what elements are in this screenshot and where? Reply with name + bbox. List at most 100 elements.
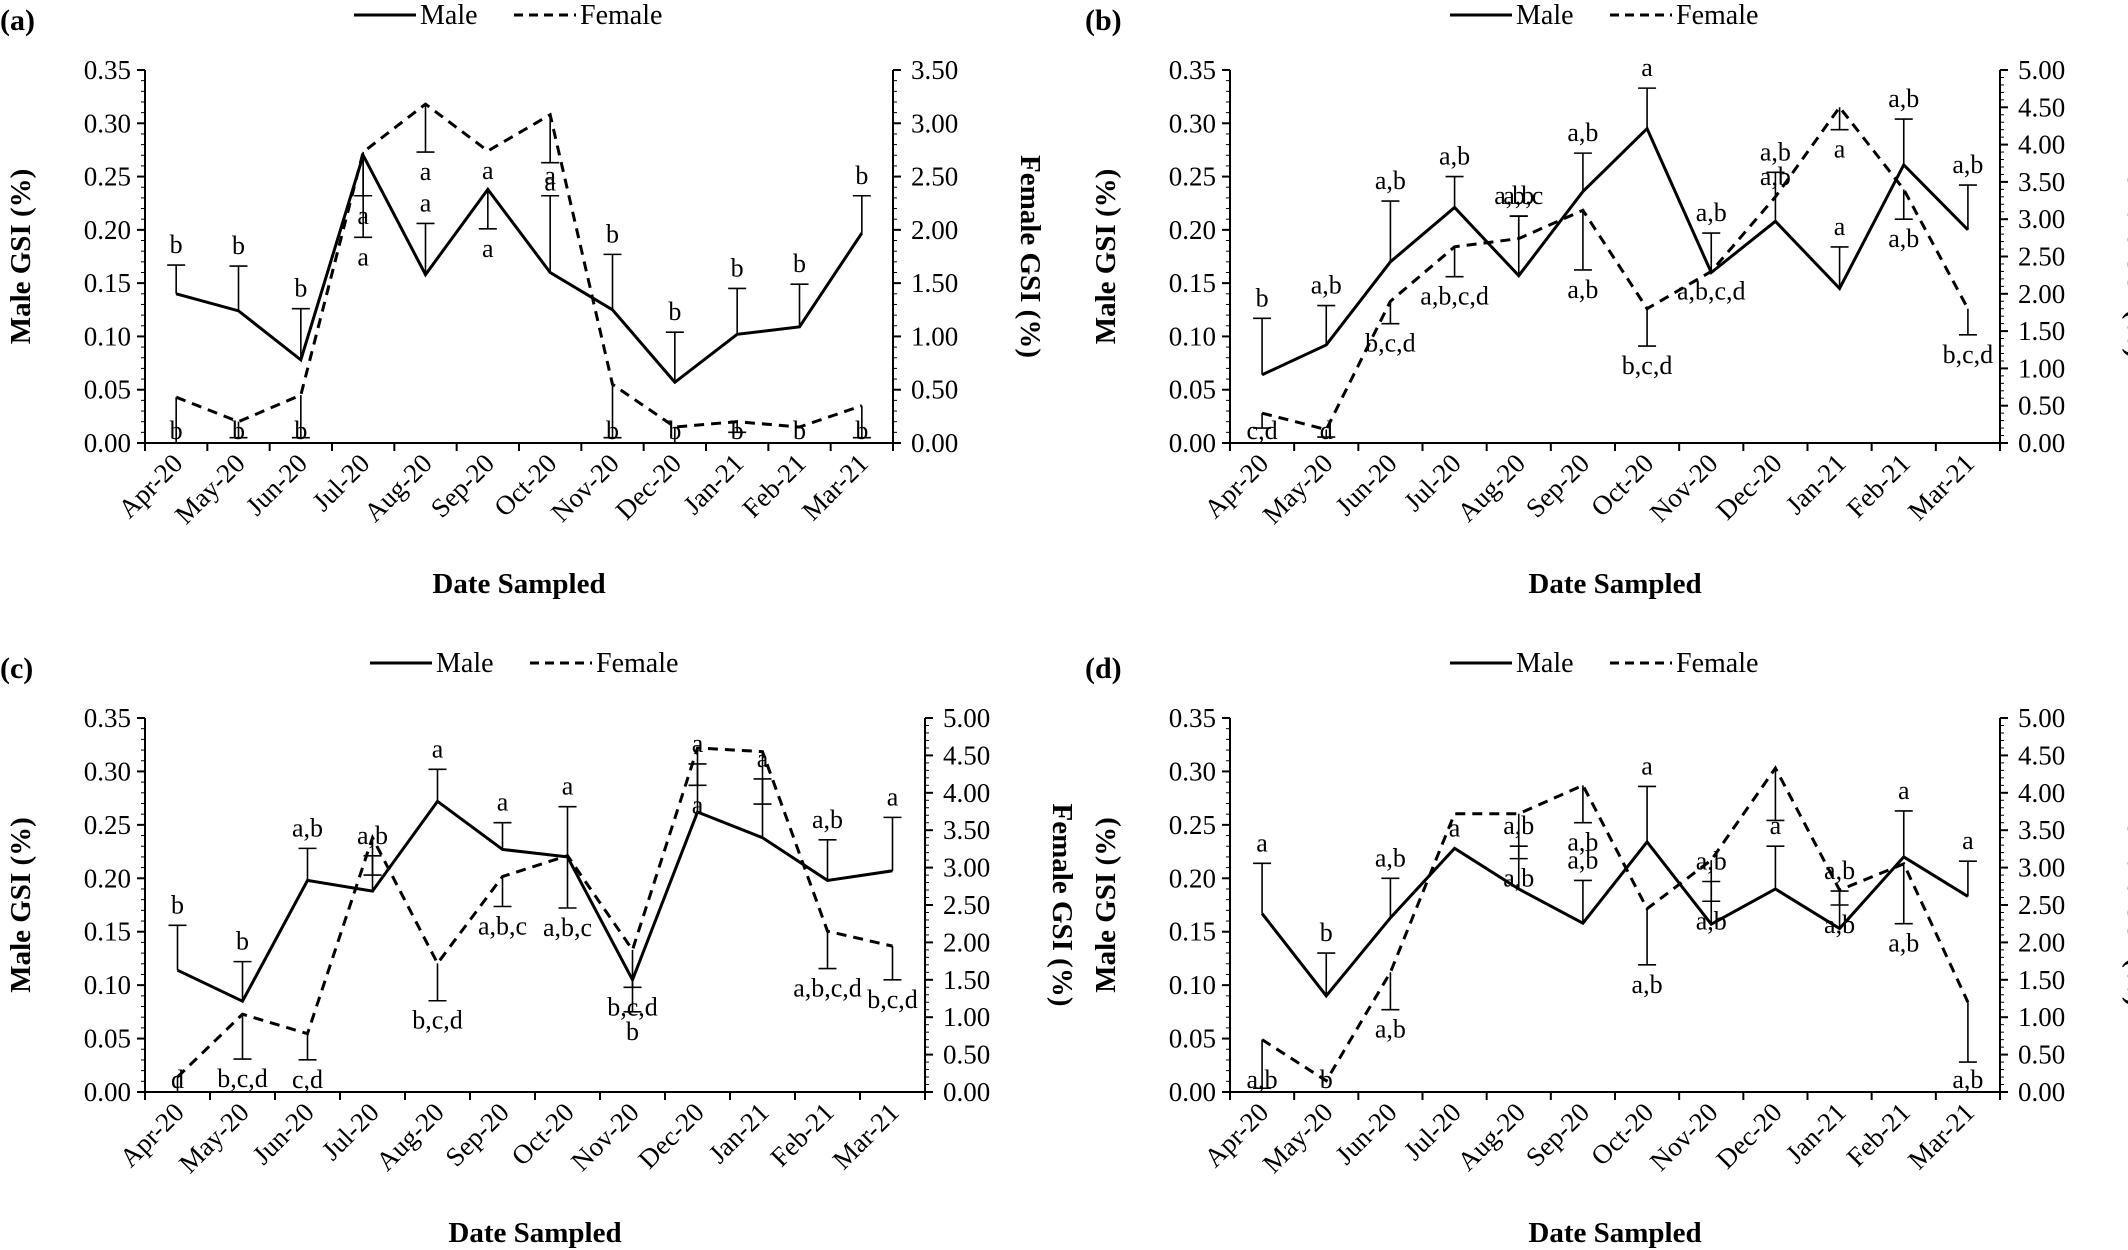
panel-label: (c) (0, 652, 33, 685)
significance-label: b (626, 1017, 639, 1046)
x-tick-label: Jan-21 (703, 1097, 775, 1169)
significance-label: a (544, 161, 556, 190)
y-tick-label-left: 0.05 (84, 1024, 131, 1054)
significance-label: b (668, 297, 681, 326)
significance-label: b,c,d (1365, 329, 1416, 358)
x-tick-label: Sep-20 (439, 1097, 514, 1172)
significance-label: a (1449, 813, 1461, 842)
significance-label: a (887, 782, 899, 811)
y-tick-label-left: 0.35 (84, 55, 131, 85)
significance-label: a (1770, 811, 1782, 840)
series-line-female (175, 102, 863, 429)
significance-label: a,b (1760, 137, 1791, 166)
x-tick-label: Mar-21 (827, 1097, 905, 1175)
significance-label: a,b (1375, 166, 1406, 195)
significance-label: b (606, 219, 619, 248)
y-tick-label-right: 0.00 (2018, 428, 2065, 458)
significance-label: a,b (1696, 198, 1727, 227)
y-tick-label-right: 0.00 (2018, 1077, 2065, 1107)
y-tick-label-right: 0.50 (2018, 1040, 2065, 1070)
y-axis-title-left: Male GSI (%) (5, 817, 37, 993)
significance-label: c,d (1247, 416, 1278, 445)
x-tick-label: Jan-21 (1780, 1097, 1852, 1169)
y-tick-label-left: 0.10 (1169, 970, 1216, 1000)
significance-label: a,b (292, 813, 323, 842)
significance-label: b (793, 416, 806, 445)
y-tick-label-right: 1.00 (943, 1002, 990, 1032)
significance-label: b (294, 416, 307, 445)
y-tick-label-right: 0.50 (911, 375, 958, 405)
significance-label: b (171, 890, 184, 919)
y-tick-label-right: 3.00 (2018, 204, 2065, 234)
significance-label: b (232, 416, 245, 445)
series-line-female (1261, 104, 1970, 432)
x-tick-label: Mar-21 (1902, 448, 1980, 526)
x-tick-label: Nov-20 (1644, 448, 1724, 528)
y-tick-label-left: 0.15 (84, 268, 131, 298)
series-line-male (1261, 126, 1969, 377)
y-axis-title-left: Male GSI (%) (1090, 817, 1122, 993)
significance-label: a,b (1952, 1065, 1983, 1094)
series-line-male (175, 151, 864, 385)
x-tick-label: Jan-21 (677, 448, 749, 520)
y-axis-title-left: Male GSI (%) (1090, 169, 1122, 345)
chart-panel-a: (a) 0.00 0.05 0.10 0.15 0.20 0.25 0.30 0.35 0.00 0… (0, 0, 1046, 600)
panel-label: (d) (1085, 652, 1122, 685)
y-axis-title-right: Female GSI (%) (2121, 155, 2128, 358)
significance-label: a (482, 234, 494, 263)
legend-label-female: Female (580, 0, 662, 31)
significance-label: a,b (1375, 843, 1406, 872)
y-tick-label-right: 2.00 (2018, 927, 2065, 957)
significance-label: b (731, 416, 744, 445)
x-tick-label: Dec-20 (1710, 1097, 1787, 1174)
y-tick-label-right: 5.00 (2018, 703, 2065, 733)
significance-label: a (497, 788, 509, 817)
significance-label: a,b (812, 805, 843, 834)
significance-label: b,c,d (607, 992, 658, 1021)
y-tick-label-right: 2.50 (2018, 242, 2065, 272)
significance-label: b (855, 161, 868, 190)
significance-label: a (544, 168, 556, 197)
y-tick-label-left: 0.20 (1169, 215, 1216, 245)
significance-label: a (1834, 135, 1846, 164)
y-tick-label-right: 2.00 (2018, 279, 2065, 309)
y-tick-label-left: 0.25 (1169, 162, 1216, 192)
y-tick-label-left: 0.05 (84, 375, 131, 405)
y-tick-label-right: 3.50 (911, 55, 958, 85)
panel-label: (a) (0, 4, 35, 37)
significance-label: b (1320, 918, 1333, 947)
x-tick-label: Mar-21 (796, 448, 874, 526)
x-tick-label: Jun-20 (247, 1097, 320, 1170)
x-tick-label: Aug-20 (358, 448, 438, 528)
x-axis-title: Date Sampled (432, 568, 605, 600)
significance-label: a,b (1503, 864, 1534, 893)
significance-label: a (1256, 828, 1268, 857)
y-tick-label-right: 0.50 (943, 1040, 990, 1070)
significance-label: b,c,d (1622, 351, 1673, 380)
y-tick-label-right: 4.00 (2018, 778, 2065, 808)
significance-label: b,c,d (1943, 340, 1994, 369)
y-axis-title-left: Male GSI (%) (5, 169, 37, 345)
legend-label-male: Male (1516, 0, 1574, 31)
y-axis-title-right: Female GSI (%) (1046, 804, 1078, 1007)
y-tick-label-left: 0.35 (1169, 55, 1216, 85)
x-tick-label: Aug-20 (1451, 448, 1531, 528)
y-tick-label-left: 0.35 (1169, 703, 1216, 733)
x-tick-label: Aug-20 (370, 1097, 450, 1177)
significance-label: a (692, 729, 704, 758)
x-tick-label: Feb-21 (1841, 448, 1916, 523)
y-tick-label-left: 0.05 (1169, 1024, 1216, 1054)
y-tick-label-left: 0.20 (84, 215, 131, 245)
significance-label: a,b (1567, 828, 1598, 857)
y-tick-label-right: 3.50 (2018, 167, 2065, 197)
y-tick-label-left: 0.10 (1169, 321, 1216, 351)
significance-label: a,b (1439, 142, 1470, 171)
y-tick-label-left: 0.20 (1169, 863, 1216, 893)
y-tick-label-right: 4.00 (943, 778, 990, 808)
y-tick-label-right: 3.00 (911, 108, 958, 138)
x-tick-label: May-20 (173, 1097, 255, 1179)
y-tick-label-right: 4.00 (2018, 130, 2065, 160)
y-tick-label-left: 0.25 (84, 810, 131, 840)
significance-label: a,b,c (543, 913, 592, 942)
y-tick-label-right: 5.00 (943, 703, 990, 733)
